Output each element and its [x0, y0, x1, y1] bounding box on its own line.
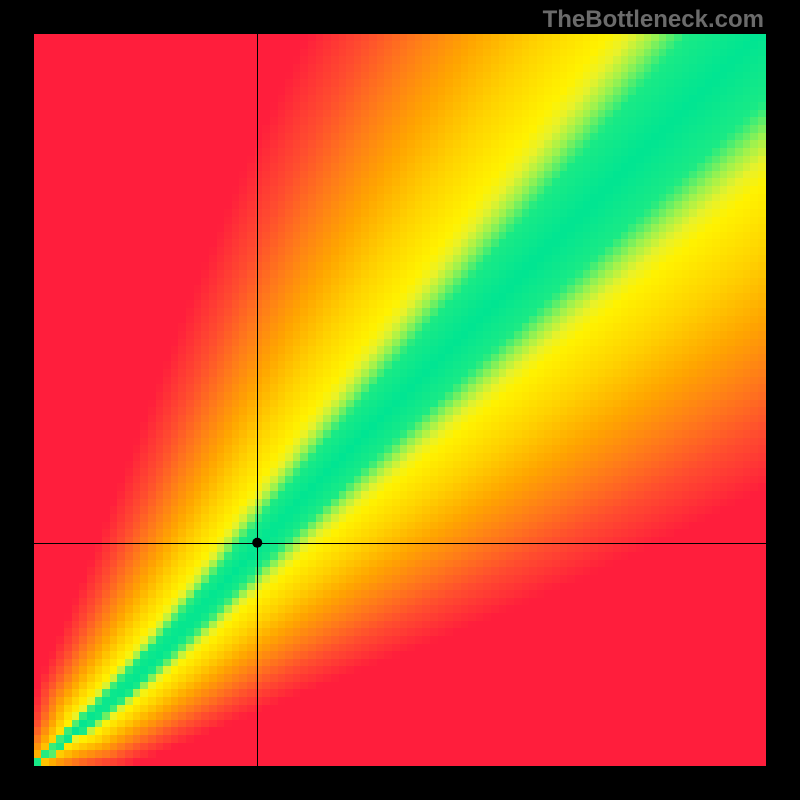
- watermark-text: TheBottleneck.com: [543, 6, 764, 34]
- bottleneck-heatmap-canvas: [34, 34, 766, 766]
- chart-frame: [34, 34, 766, 766]
